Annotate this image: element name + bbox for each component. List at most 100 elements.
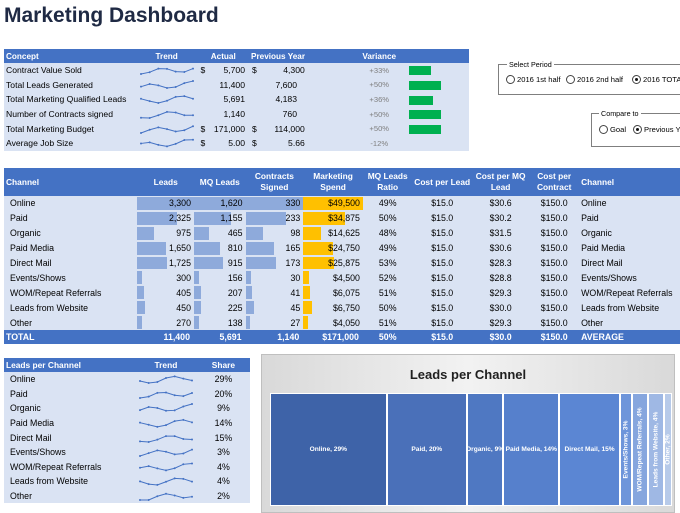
mq-leads-cell-value: 1,620: [220, 198, 243, 209]
radio-selected-icon[interactable]: [632, 75, 641, 84]
kpi-variance: +33%: [369, 65, 390, 75]
kpi-variance: +50%: [369, 109, 390, 119]
period-option-total[interactable]: 2016 TOTAL: [632, 75, 680, 84]
cost-per-lead: $15.0: [431, 213, 454, 224]
cost-per-contract: $150.0: [540, 198, 568, 209]
treemap-tile-label: Paid Media, 14%: [505, 446, 557, 453]
cost-per-contract: $150.0: [540, 243, 568, 254]
leads-cell-bar: [137, 271, 143, 285]
leads-cell-bar: [137, 286, 145, 300]
period-option-label: 2016 TOTAL: [643, 75, 680, 84]
treemap-tile-label: Direct Mail, 15%: [564, 446, 615, 453]
lpc-row: WOM/Repeat Referrals 4%: [4, 459, 250, 475]
spend-cell-value: $14,625: [328, 228, 360, 239]
kpi-actual-value: 5,691: [223, 94, 245, 105]
kpi-actual: 5,691: [198, 92, 249, 107]
mq-leads-cell-bar: [193, 211, 231, 225]
channel-name-right: Paid Media: [581, 243, 626, 254]
lpc-row: Organic 9%: [4, 401, 250, 416]
sparkline: [139, 95, 194, 105]
total-mq-ratio: 50%: [362, 330, 413, 345]
kpi-trend: [136, 63, 198, 78]
mq-leads-cell-value: 465: [227, 228, 243, 239]
sparkline: [138, 434, 193, 443]
mq-leads-cell-bar: [193, 271, 200, 285]
contracts-cell-bar: [245, 286, 253, 300]
col-concept: Concept: [6, 51, 39, 61]
leads-cell-value: 1,650: [168, 243, 191, 254]
leads-cell-value: 3,300: [168, 198, 191, 209]
col-lpc-share: Share: [211, 360, 236, 370]
kpi-actual-value: 5.00: [228, 138, 245, 149]
mq-leads-cell-bar: [193, 241, 220, 255]
radio-selected-icon[interactable]: [633, 125, 642, 134]
period-option-2nd-half[interactable]: 2016 2nd half: [566, 75, 623, 84]
leads-cell: 3,300: [137, 196, 194, 211]
kpi-previous: $114,000: [249, 121, 350, 136]
cost-per-mq-lead: $30.6: [489, 243, 512, 254]
channel-name: Direct Mail: [10, 258, 52, 268]
channel-name: Leads from Website: [10, 302, 89, 313]
leads-cell: 2,325: [137, 211, 194, 226]
contracts-cell-value: 45: [290, 302, 301, 313]
spend-cell-value: $24,750: [328, 243, 360, 254]
kpi-previous-value: 7,600: [275, 79, 297, 90]
cost-per-mq-lead: $28.8: [489, 272, 512, 283]
channel-name-right: Direct Mail: [581, 258, 623, 268]
contracts-cell: 27: [245, 315, 304, 330]
mq-ratio: 49%: [378, 198, 397, 209]
lpc-share: 3%: [217, 447, 230, 458]
contracts-cell-value: 41: [290, 287, 301, 298]
kpi-header-row: Concept Trend Actual Previous Year Varia…: [4, 49, 469, 63]
treemap-tile: Direct Mail, 15%: [559, 393, 620, 506]
contracts-cell-value: 233: [285, 213, 301, 224]
spend-cell: $49,500: [303, 196, 363, 211]
mq-ratio: 51%: [378, 287, 397, 298]
channel-row: Direct Mail 1,725 915 173 $25,875 53% $15.0 $28…: [4, 255, 680, 271]
sparkline: [138, 403, 193, 413]
radio-icon[interactable]: [599, 125, 608, 134]
radio-icon[interactable]: [506, 75, 515, 84]
total-label: TOTAL: [4, 330, 138, 345]
compare-option-previous-year[interactable]: Previous Ye: [633, 125, 680, 134]
col-cost-per-mq-lead: Cost per MQ Lead: [475, 171, 526, 192]
col-trend: Trend: [155, 51, 178, 61]
lpc-trend: [135, 372, 197, 387]
chart-title: Leads per Channel: [409, 367, 527, 382]
treemap-tile: Leads from Website, 4%: [647, 393, 664, 506]
lpc-share: 4%: [217, 461, 230, 472]
mq-leads-cell: 465: [193, 226, 246, 241]
total-average-label: AVERAGE: [579, 330, 680, 345]
kpi-actual: 11,400: [198, 78, 249, 93]
lpc-row: Other 2%: [4, 488, 250, 504]
kpi-row: Total Marketing Qualified Leads 5,691 4,18…: [4, 92, 469, 107]
kpi-previous: 7,600: [249, 78, 350, 93]
cost-per-contract: $150.0: [540, 317, 568, 328]
spend-cell-value: $4,500: [333, 272, 360, 283]
kpi-trend: [136, 107, 198, 122]
spend-cell-bar: [303, 316, 308, 330]
lpc-channel: Paid: [10, 388, 28, 399]
col-variance: Variance: [362, 51, 397, 61]
channel-name: WOM/Repeat Referrals: [10, 287, 102, 298]
spend-cell-value: $6,750: [333, 302, 360, 313]
currency-symbol: $: [200, 65, 206, 76]
mq-leads-cell: 810: [193, 241, 246, 256]
kpi-variance: +50%: [369, 124, 390, 134]
cost-per-mq-lead: $29.3: [489, 317, 512, 328]
lpc-channel: Direct Mail: [10, 432, 52, 443]
compare-option-goal[interactable]: Goal: [599, 125, 626, 134]
cost-per-lead: $15.0: [431, 272, 454, 283]
contracts-cell-bar: [245, 256, 276, 270]
lpc-trend: [135, 430, 197, 445]
channel-row: WOM/Repeat Referrals 405 207 41 $6,075 51% $15…: [4, 285, 680, 301]
lpc-share: 4%: [217, 476, 230, 487]
kpi-actual: $5.00: [198, 136, 249, 151]
mq-leads-cell-bar: [193, 301, 202, 315]
channel-name: Other: [10, 317, 33, 328]
period-option-1st-half[interactable]: 2016 1st half: [506, 75, 561, 84]
spend-cell-bar: [303, 226, 322, 240]
channel-name: Paid Media: [10, 243, 55, 254]
leads-cell-value: 975: [176, 228, 191, 239]
radio-icon[interactable]: [566, 75, 575, 84]
